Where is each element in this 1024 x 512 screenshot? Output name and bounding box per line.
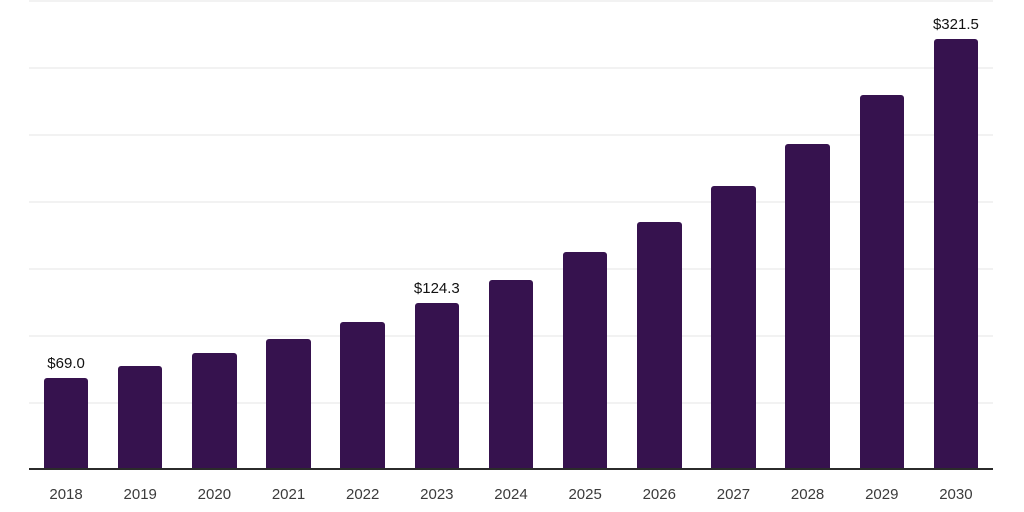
x-tick-label-2026: 2026 (642, 486, 676, 503)
x-tick-label-2021: 2021 (271, 486, 306, 503)
bar-2028 (785, 144, 830, 470)
bar-2023 (414, 303, 460, 470)
bar-2021 (266, 338, 311, 470)
x-tick-label-2020: 2020 (197, 486, 232, 503)
bar-2030 (933, 39, 979, 470)
bar-2022 (340, 322, 385, 470)
bar-2027 (711, 185, 756, 470)
bar-2024 (488, 279, 534, 470)
x-tick-label-2023: 2023 (420, 486, 454, 503)
x-axis-line (29, 468, 993, 470)
x-tick-label-2029: 2029 (865, 486, 899, 503)
bar-2019 (117, 366, 163, 470)
x-tick-label-2028: 2028 (790, 486, 825, 503)
x-tick-label-2025: 2025 (568, 486, 602, 503)
x-tick-label-2027: 2027 (716, 486, 751, 503)
x-tick-label-2019: 2019 (123, 486, 157, 503)
x-tick-label-2030: 2030 (939, 486, 973, 503)
bar-2018 (43, 377, 89, 470)
bar-2020 (192, 353, 237, 470)
gridline-350 (29, 0, 993, 2)
gridline-300 (29, 67, 993, 69)
value-label-2023: $124.3 (413, 280, 460, 298)
gridline-200 (29, 201, 993, 203)
value-label-2018: $69.0 (47, 354, 85, 372)
bar-2025 (562, 251, 608, 470)
bar-2029 (859, 94, 905, 470)
x-tick-label-2024: 2024 (494, 486, 528, 503)
x-tick-label-2022: 2022 (345, 486, 380, 503)
gridline-150 (29, 268, 993, 270)
value-label-2030: $321.5 (932, 16, 979, 34)
bar-2026 (637, 222, 682, 470)
gridline-250 (29, 134, 993, 136)
x-tick-label-2018: 2018 (49, 486, 83, 503)
